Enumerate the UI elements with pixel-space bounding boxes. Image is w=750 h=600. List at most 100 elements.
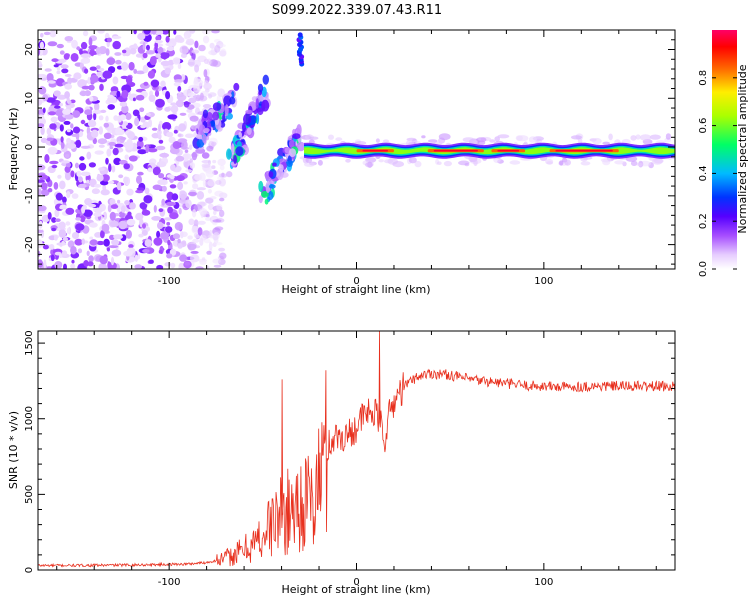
noise-speck bbox=[54, 109, 64, 117]
noise-speck bbox=[144, 187, 150, 194]
noise-speck bbox=[161, 198, 166, 206]
noise-speck bbox=[196, 187, 206, 191]
x-tick-label: -100 bbox=[158, 276, 181, 287]
noise-speck bbox=[70, 245, 77, 255]
noise-speck bbox=[205, 197, 214, 204]
fringe-blob bbox=[246, 127, 252, 135]
noise-speck bbox=[124, 141, 134, 151]
noise-speck bbox=[111, 249, 122, 257]
noise-speck bbox=[111, 239, 120, 246]
noise-speck bbox=[136, 187, 145, 191]
noise-speck bbox=[151, 127, 158, 131]
noise-speck bbox=[161, 185, 167, 192]
carrier-halo bbox=[580, 161, 591, 166]
noise-speck bbox=[39, 41, 45, 50]
noise-speck bbox=[145, 112, 151, 117]
noise-speck bbox=[123, 250, 133, 257]
noise-speck bbox=[187, 58, 195, 67]
noise-speck bbox=[191, 151, 198, 161]
noise-speck bbox=[108, 163, 112, 173]
noise-speck bbox=[41, 182, 48, 191]
noise-speck bbox=[64, 83, 72, 90]
noise-speck bbox=[145, 144, 150, 154]
noise-speck bbox=[207, 179, 217, 187]
snr-series-line bbox=[38, 331, 675, 568]
noise-speck bbox=[100, 180, 109, 186]
noise-speck bbox=[59, 58, 67, 63]
noise-speck bbox=[159, 152, 170, 158]
noise-speck bbox=[135, 94, 145, 101]
noise-speck bbox=[180, 74, 186, 81]
noise-speck bbox=[61, 68, 69, 74]
noise-speck bbox=[212, 159, 217, 164]
noise-speck bbox=[160, 80, 166, 88]
carrier-halo bbox=[600, 158, 612, 163]
noise-speck bbox=[172, 141, 181, 149]
noise-speck bbox=[219, 209, 225, 217]
carrier-halo bbox=[335, 137, 343, 141]
noise-speck bbox=[62, 236, 68, 242]
noise-speck bbox=[158, 249, 163, 254]
noise-speck bbox=[212, 258, 221, 264]
fringe-blob bbox=[226, 171, 233, 178]
noise-speck bbox=[142, 52, 148, 59]
noise-speck bbox=[141, 209, 151, 216]
noise-speck bbox=[118, 211, 125, 218]
noise-speck bbox=[78, 162, 87, 171]
noise-speck bbox=[105, 115, 109, 122]
carrier-halo bbox=[421, 135, 426, 139]
noise-speck bbox=[38, 60, 42, 66]
noise-speck bbox=[166, 131, 174, 138]
noise-speck bbox=[127, 131, 135, 140]
carrier-peak-core bbox=[433, 149, 478, 152]
fringe-blob bbox=[258, 180, 264, 193]
noise-speck bbox=[129, 47, 137, 55]
noise-speck bbox=[56, 65, 61, 72]
noise-speck bbox=[167, 206, 174, 214]
noise-speck bbox=[126, 188, 134, 196]
fringe-blob bbox=[233, 82, 240, 91]
fringe-blob bbox=[257, 83, 264, 93]
noise-speck bbox=[211, 165, 216, 170]
noise-speck bbox=[189, 158, 193, 164]
noise-speck bbox=[211, 141, 217, 147]
noise-speck bbox=[95, 46, 101, 55]
noise-speck bbox=[94, 207, 103, 214]
noise-speck bbox=[157, 179, 167, 185]
snr-ylabel: SNR (10 * v/v) bbox=[7, 411, 20, 489]
noise-speck bbox=[56, 70, 61, 75]
carrier-halo bbox=[408, 156, 417, 164]
noise-speck bbox=[213, 264, 222, 268]
noise-speck bbox=[194, 40, 199, 49]
noise-speck bbox=[83, 260, 89, 267]
noise-speck bbox=[220, 48, 227, 57]
noise-speck bbox=[54, 208, 60, 218]
noise-speck bbox=[51, 227, 57, 232]
carrier-halo bbox=[414, 160, 422, 168]
noise-speck bbox=[42, 107, 46, 114]
noise-speck bbox=[134, 264, 143, 269]
noise-speck bbox=[121, 61, 129, 71]
noise-speck bbox=[66, 227, 70, 234]
noise-speck bbox=[165, 35, 170, 43]
noise-speck bbox=[103, 238, 110, 247]
carrier-halo bbox=[328, 134, 334, 140]
noise-speck bbox=[155, 98, 165, 108]
noise-speck bbox=[109, 198, 116, 206]
noise-speck bbox=[137, 171, 144, 176]
spectrogram-image bbox=[38, 30, 675, 269]
fringe-blob bbox=[292, 133, 301, 140]
noise-speck bbox=[124, 200, 130, 206]
fringe-blob bbox=[233, 154, 238, 164]
noise-speck bbox=[183, 101, 190, 108]
noise-speck bbox=[119, 114, 127, 121]
noise-speck bbox=[188, 144, 193, 150]
noise-speck bbox=[210, 196, 217, 200]
noise-speck bbox=[202, 104, 212, 109]
carrier-halo bbox=[545, 159, 554, 165]
noise-speck bbox=[59, 180, 66, 190]
fringe-blob bbox=[261, 99, 270, 112]
noise-speck bbox=[199, 172, 206, 181]
noise-speck bbox=[214, 44, 221, 53]
noise-speck bbox=[164, 67, 171, 75]
